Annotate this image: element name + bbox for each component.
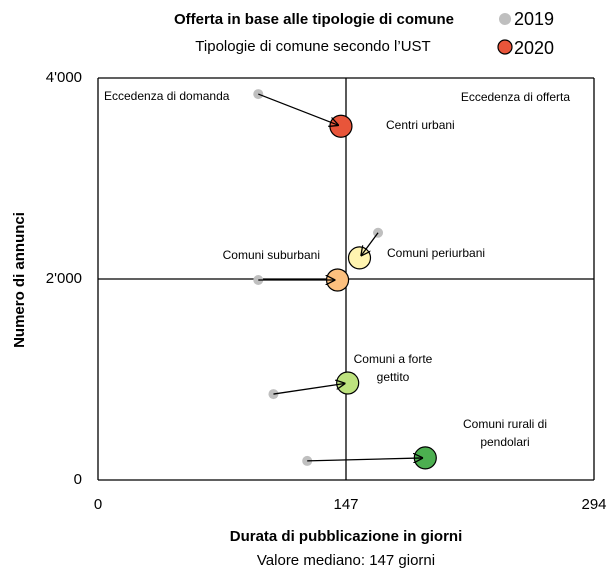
point-2020 <box>336 371 360 395</box>
arrow <box>361 232 379 256</box>
y-tick-label: 2'000 <box>46 270 82 287</box>
x-axis-sublabel: Valore mediano: 147 giorni <box>257 552 435 569</box>
x-axis-label: Durata di pubblicazione in giorni <box>230 528 463 545</box>
annotation: Eccedenza di domanda <box>104 89 230 103</box>
arrow <box>258 93 339 125</box>
legend-label: 2019 <box>514 9 554 29</box>
y-tick-label: 0 <box>74 471 82 488</box>
x-tick-label: 294 <box>581 496 606 513</box>
point-2020 <box>347 246 372 270</box>
y-tick-label: 4'000 <box>46 69 82 86</box>
x-tick-label: 147 <box>333 496 358 513</box>
point-label: pendolari <box>480 435 529 449</box>
point-label: Centri urbani <box>386 118 455 132</box>
point-2020 <box>329 114 353 138</box>
point-label: Comuni periurbani <box>387 246 485 260</box>
arrow <box>307 458 423 461</box>
legend-marker <box>499 13 511 25</box>
point-label: Comuni rurali di <box>463 417 547 431</box>
arrow <box>273 383 345 395</box>
x-tick-label: 0 <box>94 496 102 513</box>
legend-label: 2020 <box>514 38 554 58</box>
point-label: Comuni suburbani <box>223 248 320 262</box>
y-axis-label: Numero di annunci <box>11 212 28 348</box>
chart-title: Offerta in base alle tipologie di comune <box>174 11 454 28</box>
legend-marker <box>497 39 513 55</box>
chart-subtitle: Tipologie di comune secondo l’UST <box>195 38 430 55</box>
annotation: Eccedenza di offerta <box>461 90 571 104</box>
point-label: gettito <box>377 370 410 384</box>
point-label: Comuni a forte <box>354 352 433 366</box>
